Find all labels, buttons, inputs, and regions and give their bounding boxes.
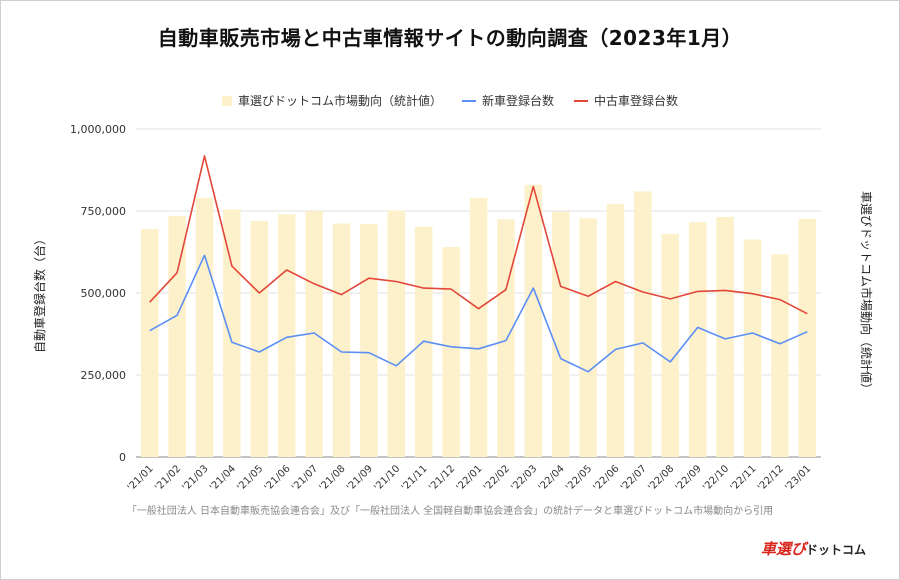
x-tick-label: '22/08: [646, 463, 676, 493]
bar: [551, 211, 570, 457]
series-line-new: [149, 254, 808, 373]
legend-label-new: 新車登録台数: [481, 94, 554, 108]
bar: [716, 216, 734, 457]
x-tick-label: '21/08: [318, 463, 348, 493]
series-line-used: [149, 155, 808, 315]
x-tick-label: '22/09: [674, 463, 704, 493]
x-tick-label: '22/06: [592, 463, 622, 493]
bar: [168, 215, 186, 457]
bar: [771, 254, 789, 457]
bar: [743, 239, 762, 457]
legend-swatch-new: [461, 99, 476, 102]
bar: [579, 218, 597, 457]
legend-swatch-used: [574, 99, 588, 102]
bar: [250, 220, 269, 457]
y-tick-label: 500,000: [81, 287, 127, 300]
bar: [661, 233, 680, 457]
bar: [469, 197, 488, 457]
x-tick-label: '23/01: [783, 463, 813, 493]
y-tick-label: 750,000: [81, 205, 127, 218]
x-tick-label: '22/11: [729, 463, 759, 493]
x-tick-label: '22/02: [482, 463, 512, 493]
y-tick-label: 1,000,000: [70, 123, 126, 136]
x-tick-label: '21/10: [372, 463, 402, 493]
legend: 車選びドットコム市場動向（統計値） 新車登録台数 中古車登録台数: [0, 92, 900, 109]
bar: [442, 247, 460, 457]
bar: [195, 197, 214, 457]
x-tick-label: '21/09: [345, 463, 375, 493]
x-tick-label: '21/11: [400, 463, 430, 493]
brand-logo: 車選び ドットコム: [761, 538, 866, 559]
x-tick-label: '22/10: [701, 463, 731, 493]
bar: [606, 203, 625, 457]
x-tick-label: '21/12: [427, 463, 457, 493]
x-tick-label: '21/05: [235, 463, 265, 493]
source-note: 「一般社団法人 日本自動車販売協会連合会」及び「一般社団法人 全国軽自動車協会連…: [126, 506, 774, 517]
y2-axis-title: 車選びドットコム市場動向（統計値）: [859, 191, 874, 395]
bar: [688, 222, 707, 457]
x-tick-label: '21/02: [153, 463, 183, 493]
brand-logo-sub: ドットコム: [805, 543, 866, 557]
bar: [524, 184, 543, 457]
chart-title: 自動車販売市場と中古車情報サイトの動向調査（2023年1月）: [157, 26, 743, 50]
y-axis-title: 自動車登録台数（台）: [32, 233, 47, 353]
brand-logo-main: 車選び: [760, 540, 806, 558]
bar: [223, 209, 241, 457]
legend-item-bar: 車選びドットコム市場動向（統計値）: [221, 92, 442, 109]
x-tick-label: '22/05: [564, 463, 594, 493]
legend-item-used: 中古車登録台数: [574, 92, 678, 109]
legend-swatch-bar: [221, 95, 232, 106]
bar: [634, 191, 652, 457]
bar: [798, 218, 817, 457]
legend-label-bar: 車選びドットコム市場動向（統計値）: [237, 94, 442, 108]
bar: [140, 229, 159, 457]
bar: [305, 211, 323, 457]
x-tick-label: '21/03: [181, 463, 211, 493]
bar: [497, 219, 515, 457]
y-tick-label: 250,000: [81, 369, 127, 382]
y-tick-label: 0: [119, 451, 126, 464]
x-tick-label: '21/04: [208, 463, 238, 493]
legend-label-used: 中古車登録台数: [594, 94, 679, 108]
legend-item-new: 新車登録台数: [461, 92, 554, 109]
x-tick-label: '22/12: [756, 463, 786, 493]
x-tick-label: '22/04: [537, 463, 567, 493]
x-tick-label: '22/01: [455, 463, 485, 493]
x-tick-label: '22/03: [509, 463, 539, 493]
x-tick-label: '21/06: [263, 463, 293, 493]
x-tick-label: '21/07: [290, 463, 320, 493]
bar: [277, 214, 296, 457]
bar: [360, 224, 378, 457]
x-tick-label: '22/07: [619, 463, 649, 493]
x-tick-label: '21/01: [126, 463, 156, 493]
bar: [387, 210, 406, 457]
bar: [332, 223, 351, 457]
